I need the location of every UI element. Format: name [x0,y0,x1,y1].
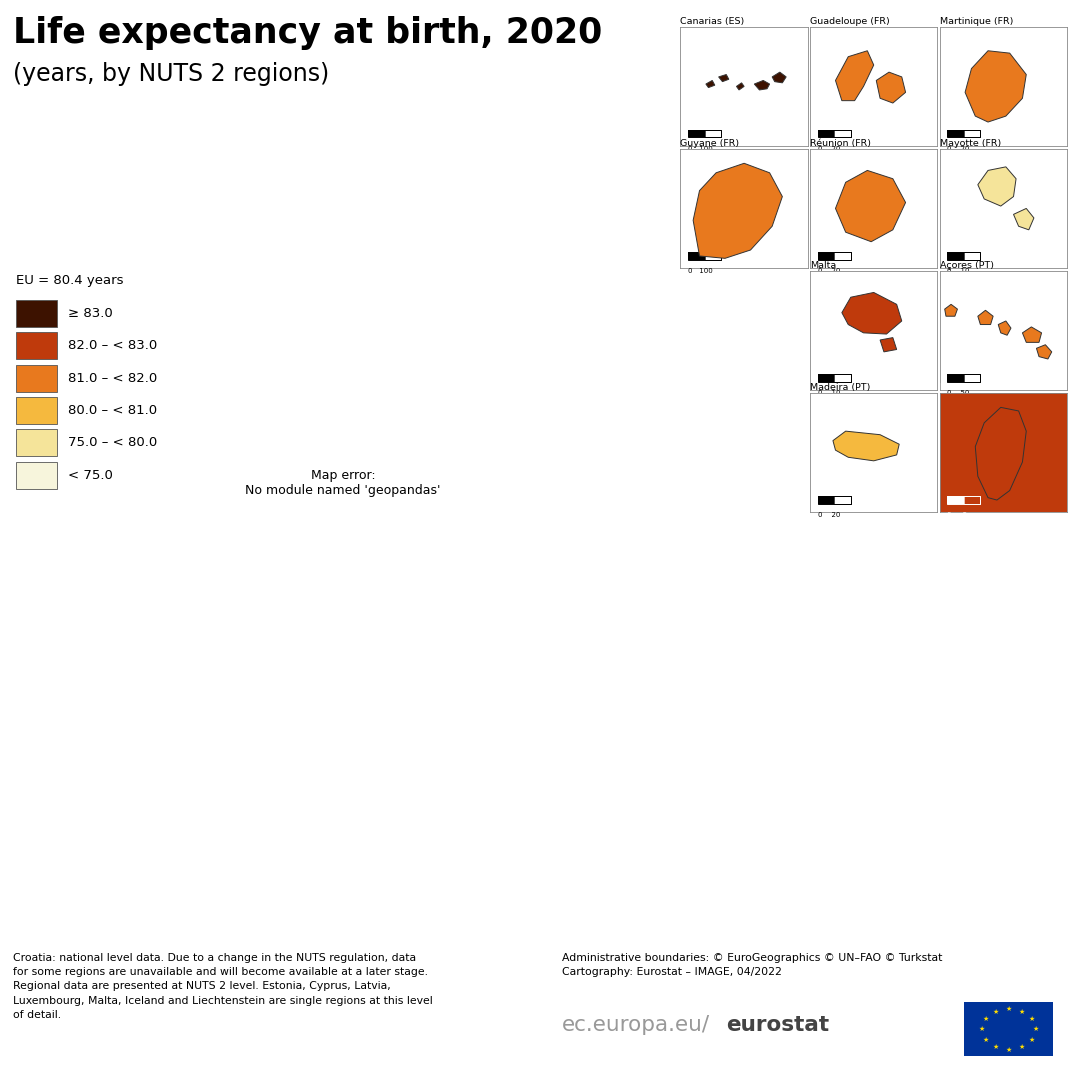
Text: ★: ★ [1028,1016,1035,1022]
Bar [818,497,834,503]
Bar [947,375,963,381]
Text: ★: ★ [983,1016,989,1022]
Bar [818,497,851,503]
Text: 0    10: 0 10 [818,390,840,396]
Bar [688,131,704,137]
Text: Réunion (FR): Réunion (FR) [810,139,870,148]
Text: Canarias (ES): Canarias (ES) [680,17,744,26]
Bar [947,131,981,137]
Polygon shape [998,321,1011,335]
Text: Açores (PT): Açores (PT) [940,261,994,270]
Bar [818,375,851,381]
Text: 0    20: 0 20 [818,512,840,518]
Bar [818,375,834,381]
Text: Madeira (PT): Madeira (PT) [810,383,870,392]
Text: ≥ 83.0: ≥ 83.0 [68,307,112,320]
Polygon shape [880,338,896,352]
Text: ★: ★ [1032,1026,1038,1032]
Bar [834,253,851,259]
Text: eurostat: eurostat [726,1015,828,1036]
Text: 0    50: 0 50 [947,390,970,396]
Polygon shape [754,81,770,90]
Polygon shape [945,305,958,316]
Bar [818,253,834,259]
Text: 0    20: 0 20 [818,268,840,274]
Text: 0     5: 0 5 [947,512,968,518]
Polygon shape [836,171,905,242]
Bar [834,375,851,381]
Text: ★: ★ [1018,1009,1025,1014]
Bar [704,131,721,137]
Text: Guyane (FR): Guyane (FR) [680,139,740,148]
Text: Mayotte (FR): Mayotte (FR) [940,139,1001,148]
Bar [688,253,704,259]
Bar [947,497,963,503]
Polygon shape [706,81,715,87]
Text: Malta: Malta [810,261,836,270]
Text: 80.0 – < 81.0: 80.0 – < 81.0 [68,404,158,417]
Text: Martinique (FR): Martinique (FR) [940,17,1013,26]
Text: ★: ★ [1018,1044,1025,1050]
Bar [834,497,851,503]
Text: Croatia: national level data. Due to a change in the NUTS regulation, data
for s: Croatia: national level data. Due to a c… [13,953,433,1021]
Bar [947,375,981,381]
Text: 82.0 – < 83.0: 82.0 – < 83.0 [68,339,158,352]
Polygon shape [693,163,782,258]
Polygon shape [966,51,1026,122]
Text: 0    20: 0 20 [818,146,840,152]
Text: (years, by NUTS 2 regions): (years, by NUTS 2 regions) [13,62,329,85]
Text: 0   100: 0 100 [688,268,713,274]
Bar [704,253,721,259]
Polygon shape [842,293,902,334]
Bar [688,253,721,259]
Text: 0   100: 0 100 [688,146,713,152]
Text: ★: ★ [983,1037,989,1042]
Polygon shape [772,72,786,83]
Bar [688,131,721,137]
Bar [947,131,963,137]
Text: 75.0 – < 80.0: 75.0 – < 80.0 [68,436,158,449]
Bar [963,253,981,259]
Text: 0    20: 0 20 [947,146,970,152]
Polygon shape [836,51,874,100]
Text: ★: ★ [1028,1037,1035,1042]
Text: EU = 80.4 years: EU = 80.4 years [16,274,124,287]
Text: 81.0 – < 82.0: 81.0 – < 82.0 [68,372,158,384]
Bar [963,131,981,137]
Text: Map error:
No module named 'geopandas': Map error: No module named 'geopandas' [245,470,441,497]
Polygon shape [876,72,905,103]
Text: < 75.0: < 75.0 [68,469,113,482]
Polygon shape [1037,345,1052,359]
Bar [818,131,834,137]
Polygon shape [718,75,729,82]
Text: ★: ★ [993,1044,999,1050]
Polygon shape [1013,208,1034,230]
Bar [947,497,981,503]
Text: Administrative boundaries: © EuroGeographics © UN–FAO © Turkstat
Cartography: Eu: Administrative boundaries: © EuroGeograp… [562,953,942,977]
Text: Guadeloupe (FR): Guadeloupe (FR) [810,17,890,26]
Text: ★: ★ [993,1009,999,1014]
Text: Liechtenstein: Liechtenstein [940,383,1003,392]
Text: ★: ★ [980,1026,985,1032]
Bar [818,131,851,137]
Polygon shape [737,83,744,90]
Text: ec.europa.eu/: ec.europa.eu/ [562,1015,710,1036]
Bar [834,131,851,137]
Polygon shape [977,166,1016,206]
Bar [963,497,981,503]
Polygon shape [1023,327,1041,342]
Bar [963,375,981,381]
Text: Life expectancy at birth, 2020: Life expectancy at birth, 2020 [13,16,603,50]
Polygon shape [975,407,1026,500]
Bar [947,253,963,259]
Bar [818,253,851,259]
Text: ★: ★ [1005,1047,1012,1053]
Text: 0    10: 0 10 [947,268,970,274]
Polygon shape [977,310,994,324]
Polygon shape [833,431,900,461]
Bar [947,253,981,259]
Text: ★: ★ [1005,1005,1012,1012]
